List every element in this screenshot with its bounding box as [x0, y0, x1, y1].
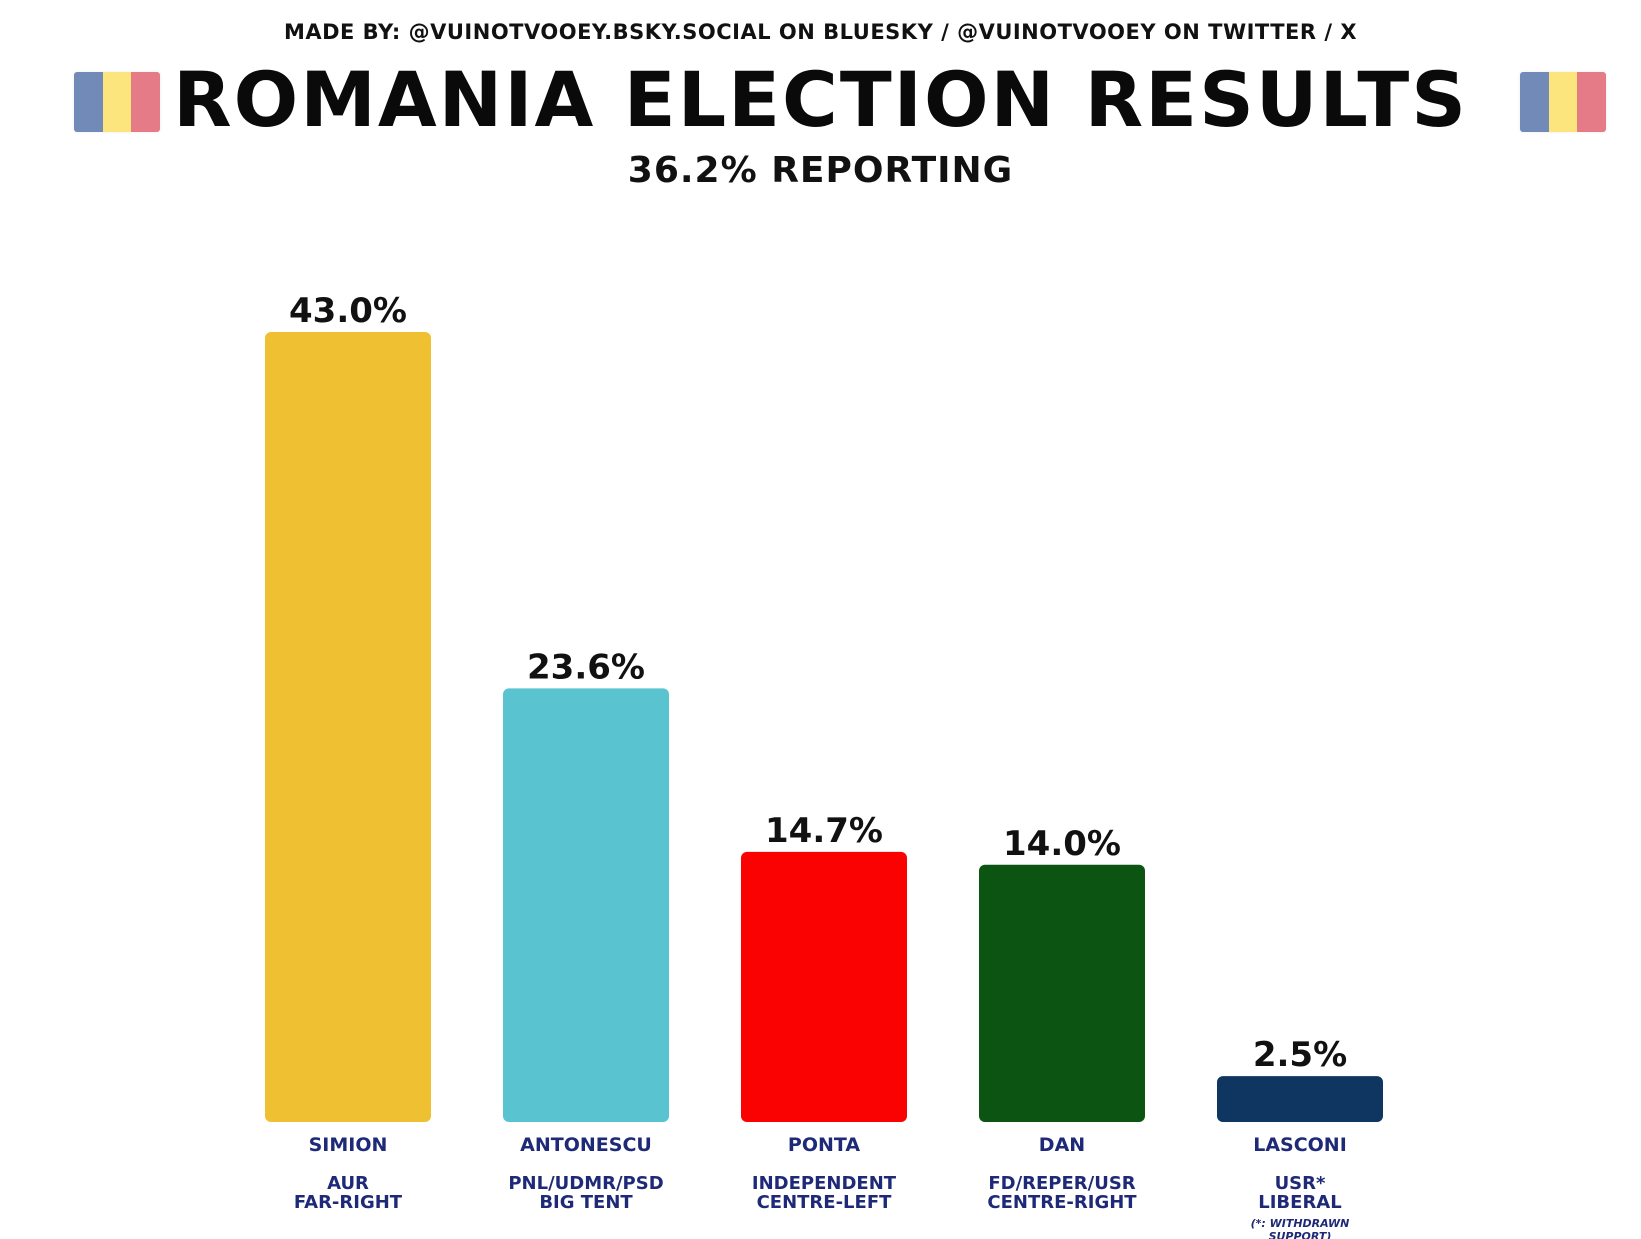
party-label-lasconi: LIBERAL: [1258, 1192, 1341, 1213]
candidate-name-antonescu: ANTONESCU: [520, 1134, 652, 1156]
party-label-dan: FD/REPER/USR: [988, 1173, 1135, 1194]
credit-line: MADE BY: @VUINOTVOOEY.BSKY.SOCIAL ON BLU…: [283, 20, 1358, 44]
romania-flag-icon: [1520, 72, 1606, 132]
bar-dan: [979, 864, 1145, 1122]
bar-simion: [265, 332, 431, 1122]
romania-flag-icon: [74, 72, 160, 132]
footnote-lasconi: (*: WITHDRAWN SUPPORT): [1251, 1217, 1350, 1239]
chart-title: ROMANIA ELECTION RESULTS: [173, 55, 1468, 144]
value-label-antonescu: 23.6%: [527, 647, 645, 687]
value-label-ponta: 14.7%: [765, 811, 883, 851]
candidate-name-lasconi: LASCONI: [1253, 1134, 1347, 1156]
value-label-dan: 14.0%: [1003, 824, 1121, 864]
party-label-antonescu: BIG TENT: [539, 1192, 633, 1213]
value-label-lasconi: 2.5%: [1253, 1035, 1347, 1075]
party-label-dan: CENTRE-RIGHT: [987, 1192, 1137, 1213]
party-label-antonescu: PNL/UDMR/PSD: [508, 1173, 663, 1194]
candidate-name-simion: SIMION: [309, 1134, 388, 1156]
reporting-subtitle: 36.2% REPORTING: [627, 150, 1014, 191]
title-row: ROMANIA ELECTION RESULTS: [0, 58, 1641, 142]
bar-ponta: [741, 851, 907, 1122]
value-label-simion: 43.0%: [289, 291, 407, 331]
party-label-simion: FAR-RIGHT: [294, 1192, 403, 1213]
candidate-name-ponta: PONTA: [788, 1134, 860, 1156]
party-label-lasconi: USR*: [1275, 1173, 1326, 1194]
bar-lasconi: [1217, 1076, 1383, 1122]
bar-antonescu: [503, 688, 669, 1122]
party-label-ponta: CENTRE-LEFT: [757, 1192, 893, 1213]
candidate-name-dan: DAN: [1039, 1134, 1085, 1156]
party-label-simion: AUR: [327, 1173, 369, 1194]
party-label-ponta: INDEPENDENT: [752, 1173, 897, 1194]
